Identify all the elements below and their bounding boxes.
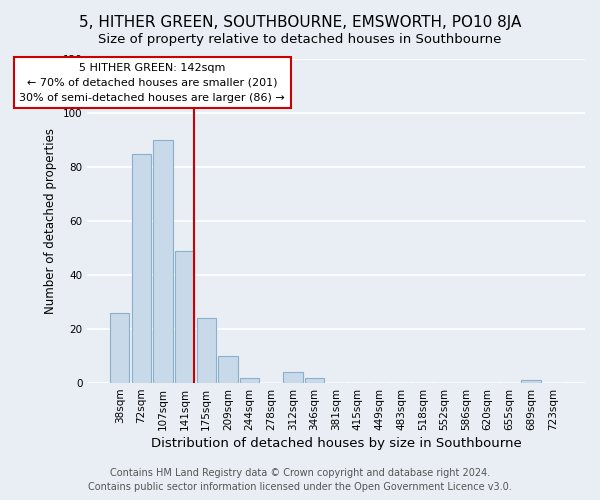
Bar — [197, 318, 216, 383]
Text: 5 HITHER GREEN: 142sqm
← 70% of detached houses are smaller (201)
30% of semi-de: 5 HITHER GREEN: 142sqm ← 70% of detached… — [19, 63, 285, 102]
Bar — [110, 313, 130, 383]
Bar — [153, 140, 173, 383]
Bar — [131, 154, 151, 383]
Text: 5, HITHER GREEN, SOUTHBOURNE, EMSWORTH, PO10 8JA: 5, HITHER GREEN, SOUTHBOURNE, EMSWORTH, … — [79, 15, 521, 30]
Y-axis label: Number of detached properties: Number of detached properties — [44, 128, 57, 314]
Bar — [218, 356, 238, 383]
Bar — [283, 372, 302, 383]
Bar — [521, 380, 541, 383]
Text: Contains HM Land Registry data © Crown copyright and database right 2024.
Contai: Contains HM Land Registry data © Crown c… — [88, 468, 512, 492]
X-axis label: Distribution of detached houses by size in Southbourne: Distribution of detached houses by size … — [151, 437, 521, 450]
Bar — [240, 378, 259, 383]
Text: Size of property relative to detached houses in Southbourne: Size of property relative to detached ho… — [98, 32, 502, 46]
Bar — [175, 250, 194, 383]
Bar — [305, 378, 324, 383]
